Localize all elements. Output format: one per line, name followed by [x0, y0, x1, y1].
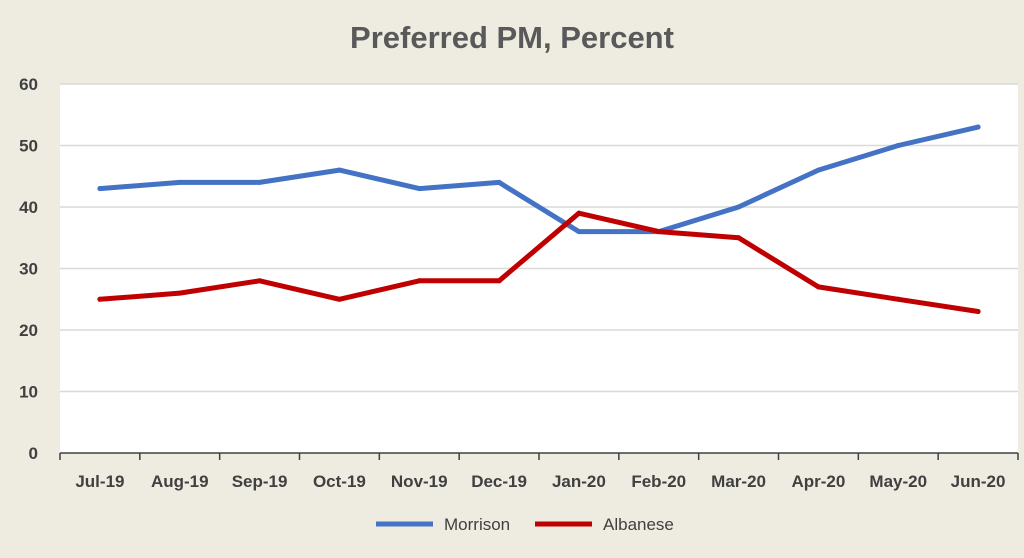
x-tick-label: Feb-20	[631, 472, 686, 491]
x-tick-label: Apr-20	[791, 472, 845, 491]
x-tick-label: Mar-20	[711, 472, 766, 491]
y-axis-ticks: 0 10 20 30 40 50 60	[19, 75, 38, 463]
data-point-albanese	[656, 229, 662, 235]
x-tick-label: Jan-20	[552, 472, 606, 491]
y-tick-label: 30	[19, 260, 38, 279]
data-point-morrison	[895, 143, 901, 148]
y-tick-label: 40	[19, 198, 38, 217]
legend-label-morrison: Morrison	[444, 515, 510, 534]
x-tick-label: Jun-20	[951, 472, 1006, 491]
data-point-morrison	[576, 229, 582, 235]
y-tick-label: 20	[19, 321, 38, 340]
data-point-albanese	[576, 210, 582, 216]
x-tick-label: Dec-19	[471, 472, 527, 491]
x-tick-label: May-20	[869, 472, 927, 491]
data-point-albanese	[416, 278, 422, 284]
data-point-albanese	[177, 290, 183, 296]
legend-label-albanese: Albanese	[603, 515, 674, 534]
data-point-albanese	[895, 296, 901, 302]
data-point-morrison	[496, 179, 502, 185]
data-point-morrison	[257, 179, 263, 185]
data-point-albanese	[257, 278, 263, 284]
y-tick-label: 60	[19, 75, 38, 94]
data-point-morrison	[736, 204, 742, 210]
data-point-albanese	[975, 309, 981, 315]
x-tick-label: Oct-19	[313, 472, 366, 491]
series-lines	[97, 124, 981, 315]
y-tick-label: 50	[19, 137, 38, 156]
data-point-morrison	[336, 167, 342, 173]
x-tick-label: Sep-19	[232, 472, 288, 491]
data-point-morrison	[97, 186, 103, 192]
y-tick-label: 10	[19, 383, 38, 402]
data-point-albanese	[815, 284, 821, 290]
data-point-morrison	[177, 179, 183, 185]
x-tick-label: Jul-19	[75, 472, 124, 491]
data-point-morrison	[975, 124, 981, 130]
series-line-morrison	[97, 124, 981, 235]
x-tick-label: Aug-19	[151, 472, 209, 491]
data-point-albanese	[736, 235, 742, 241]
data-point-albanese	[496, 278, 502, 284]
x-tick-label: Nov-19	[391, 472, 448, 491]
data-point-albanese	[97, 296, 103, 302]
data-point-morrison	[416, 186, 422, 192]
x-axis-ticks: Jul-19 Aug-19 Sep-19 Oct-19 Nov-19 Dec-19 Jan-…	[59, 453, 1019, 491]
legend: Morrison Albanese	[376, 515, 674, 534]
series-line-albanese	[97, 210, 981, 314]
y-tick-label: 0	[29, 444, 38, 463]
chart-title: Preferred PM, Percent	[350, 20, 674, 55]
data-point-albanese	[336, 296, 342, 302]
data-point-morrison	[815, 167, 821, 173]
